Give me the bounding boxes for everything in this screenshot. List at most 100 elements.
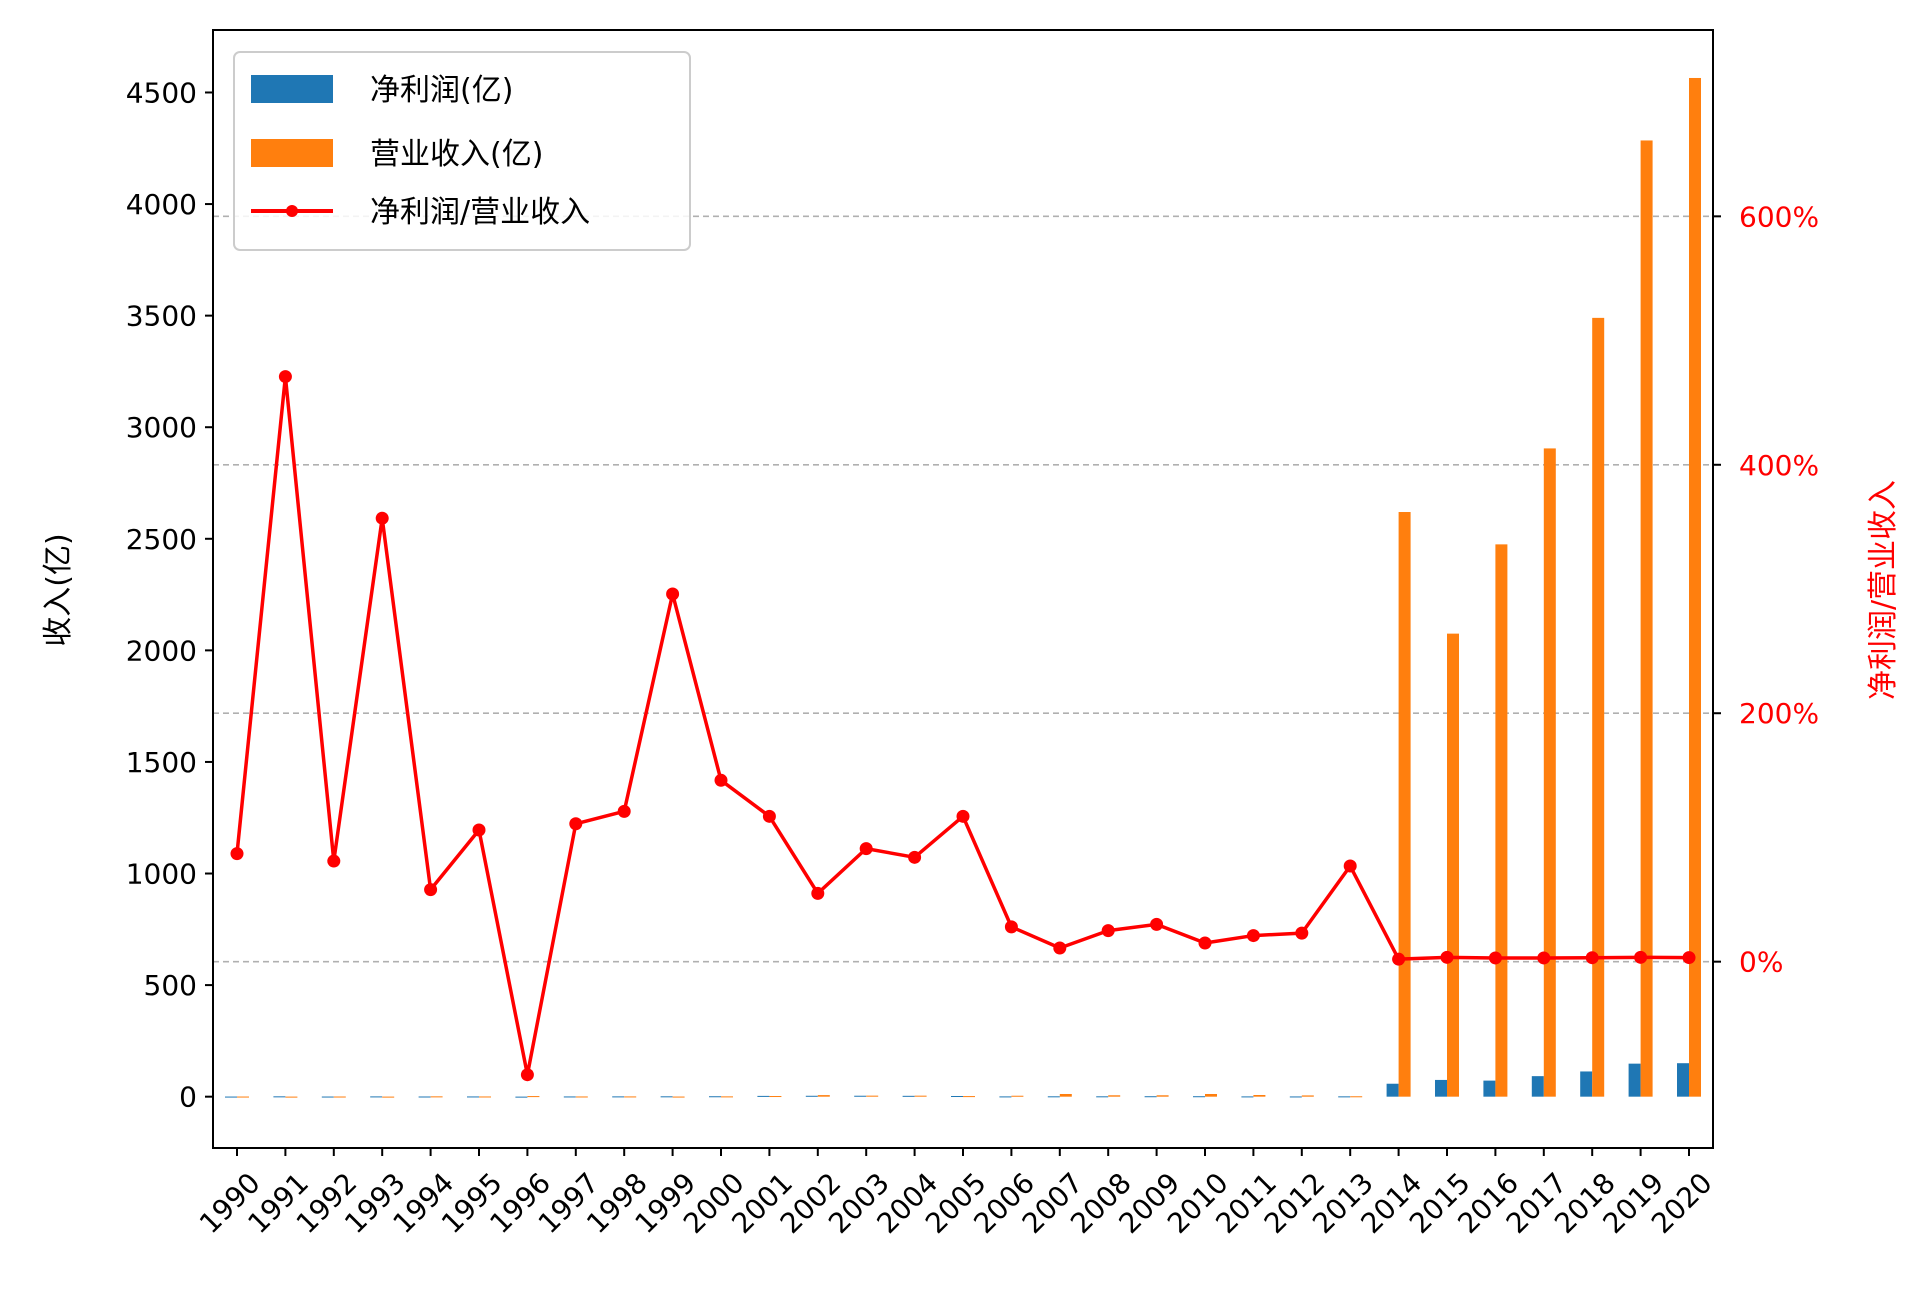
- bar-net-profit-2000: [709, 1096, 721, 1098]
- bar-net-profit-1991: [273, 1096, 286, 1098]
- bar-net-profit-2012: [1289, 1096, 1302, 1098]
- bar-net-profit-1993: [370, 1096, 383, 1098]
- legend-marker-ratio: [286, 205, 298, 217]
- bar-net-profit-2015: [1435, 1079, 1447, 1097]
- bar-revenue-2019: [1640, 140, 1653, 1097]
- ratio-point-2011: [1246, 929, 1260, 943]
- bar-revenue-2012: [1301, 1095, 1314, 1097]
- bar-net-profit-2010: [1193, 1096, 1205, 1098]
- left-tick-label-2500: 2500: [126, 523, 197, 556]
- bar-revenue-1991: [285, 1096, 298, 1098]
- bar-net-profit-1997: [563, 1096, 576, 1098]
- ratio-point-2014: [1392, 952, 1406, 966]
- bar-net-profit-1994: [418, 1096, 431, 1098]
- bar-revenue-1994: [430, 1096, 443, 1098]
- bar-net-profit-2013: [1338, 1096, 1351, 1098]
- left-tick-label-1000: 1000: [126, 858, 197, 891]
- y-axis-title-right: 净利润/营业收入: [1866, 480, 1901, 700]
- bar-revenue-2005: [963, 1096, 975, 1098]
- bar-net-profit-2019: [1628, 1063, 1641, 1097]
- bar-net-profit-2017: [1531, 1076, 1544, 1097]
- ratio-point-1996: [520, 1068, 534, 1082]
- bar-revenue-2016: [1495, 544, 1508, 1097]
- ratio-point-1999: [666, 587, 680, 601]
- y-axis-title-left: 收入(亿): [41, 533, 76, 646]
- bar-revenue-2004: [914, 1095, 927, 1097]
- legend-label-revenue: 营业收入(亿): [370, 137, 543, 172]
- ratio-point-1993: [375, 511, 389, 525]
- bar-net-profit-2016: [1483, 1080, 1496, 1097]
- ratio-line-series: [230, 370, 1696, 1082]
- bar-net-profit-2011: [1241, 1096, 1254, 1098]
- net-profit-bars: [225, 1063, 1689, 1098]
- legend-swatch-net-profit: [251, 75, 333, 103]
- ratio-point-2009: [1150, 917, 1164, 931]
- left-y-axis: 0 500 1000 1500 2000 2500 3000 3500 4000 4500: [126, 76, 213, 1114]
- bar-revenue-2014: [1398, 512, 1411, 1097]
- legend-label-ratio: 净利润/营业收入: [370, 195, 590, 230]
- left-tick-label-4500: 4500: [126, 76, 197, 109]
- bar-revenue-2006: [1011, 1095, 1024, 1097]
- ratio-point-1991: [278, 370, 292, 384]
- bar-net-profit-2014: [1386, 1083, 1399, 1097]
- bar-revenue-1996: [527, 1096, 540, 1098]
- left-tick-label-3500: 3500: [126, 300, 197, 333]
- legend-box: [233, 51, 691, 251]
- ratio-point-1992: [327, 854, 341, 868]
- revenue-bars: [237, 77, 1701, 1098]
- bar-revenue-2007: [1059, 1093, 1072, 1097]
- bar-net-profit-2007: [1047, 1096, 1060, 1098]
- left-tick-label-0: 0: [179, 1081, 197, 1114]
- bar-net-profit-2018: [1580, 1071, 1593, 1097]
- bar-net-profit-2005: [951, 1096, 963, 1098]
- ratio-point-2004: [908, 850, 922, 864]
- bar-revenue-2009: [1156, 1095, 1169, 1097]
- bar-revenue-1990: [237, 1096, 249, 1098]
- bar-net-profit-2020: [1677, 1063, 1689, 1097]
- ratio-point-2002: [811, 886, 825, 900]
- ratio-point-1990: [230, 847, 244, 861]
- legend-label-net-profit: 净利润(亿): [370, 73, 513, 108]
- ratio-point-1994: [424, 883, 438, 897]
- bar-revenue-2017: [1543, 448, 1556, 1097]
- bar-net-profit-1992: [321, 1096, 334, 1098]
- left-tick-label-3000: 3000: [126, 411, 197, 444]
- ratio-point-2008: [1101, 924, 1115, 938]
- bar-revenue-2003: [866, 1095, 879, 1097]
- bar-revenue-2010: [1205, 1093, 1217, 1097]
- bar-revenue-2000: [721, 1096, 733, 1098]
- bar-net-profit-2009: [1144, 1096, 1157, 1098]
- ratio-point-1995: [472, 823, 486, 837]
- bar-net-profit-2002: [805, 1095, 818, 1097]
- bar-net-profit-2004: [902, 1095, 915, 1097]
- right-tick-label-400pct: 400%: [1739, 449, 1819, 482]
- ratio-point-2000: [714, 773, 728, 787]
- ratio-point-2006: [1004, 920, 1018, 934]
- bar-net-profit-1995: [467, 1096, 479, 1098]
- bar-net-profit-2003: [854, 1095, 867, 1097]
- bar-revenue-2008: [1108, 1095, 1121, 1097]
- ratio-point-2019: [1634, 950, 1648, 964]
- ratio-point-2020: [1682, 951, 1696, 965]
- bar-revenue-2018: [1592, 317, 1605, 1097]
- bar-revenue-2013: [1350, 1096, 1363, 1098]
- ratio-point-2018: [1585, 951, 1599, 965]
- right-y-axis: 0% 200% 400% 600%: [1713, 200, 1819, 979]
- bar-net-profit-1999: [660, 1096, 673, 1098]
- ratio-point-2013: [1343, 859, 1357, 873]
- bar-revenue-2002: [817, 1095, 830, 1097]
- ratio-point-1998: [617, 804, 631, 818]
- bar-revenue-1998: [624, 1096, 637, 1098]
- ratio-point-2005: [956, 809, 970, 823]
- bar-net-profit-1990: [225, 1096, 237, 1098]
- bar-revenue-2015: [1447, 633, 1459, 1097]
- bar-net-profit-2008: [1096, 1096, 1109, 1098]
- ratio-point-2012: [1295, 926, 1309, 940]
- bar-net-profit-1996: [515, 1096, 528, 1098]
- ratio-point-2003: [859, 842, 873, 856]
- bar-net-profit-2006: [999, 1096, 1012, 1098]
- left-tick-label-1500: 1500: [126, 746, 197, 779]
- bar-revenue-2011: [1253, 1095, 1266, 1097]
- right-tick-label-200pct: 200%: [1739, 697, 1819, 730]
